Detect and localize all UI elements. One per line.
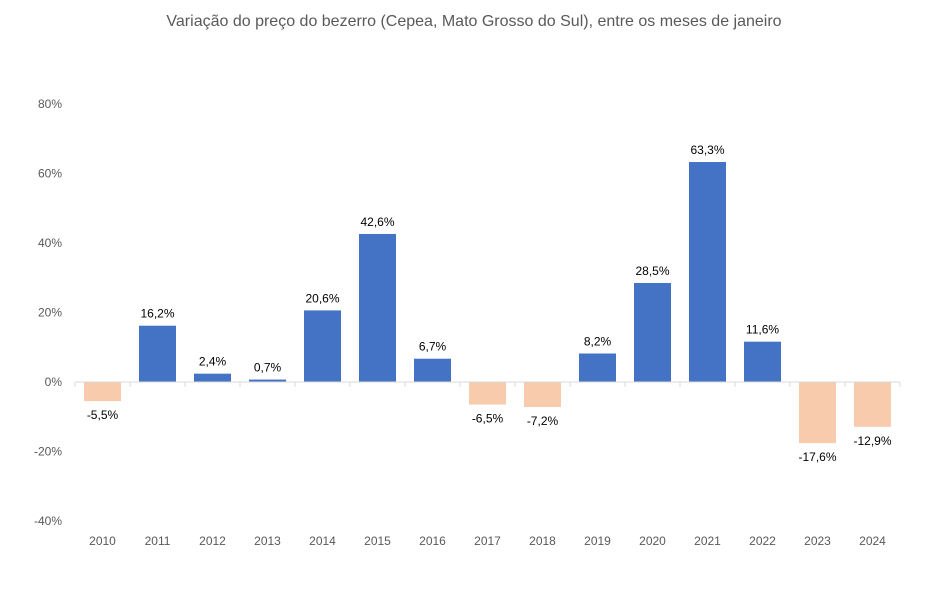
data-label-2018: -7,2% — [527, 414, 559, 428]
bar-2016 — [414, 358, 451, 382]
x-tick-label-2012: 2012 — [199, 534, 226, 548]
bar-2018 — [524, 382, 561, 408]
y-tick-label: -20% — [34, 445, 62, 459]
x-tick-label-2017: 2017 — [474, 534, 501, 548]
y-tick-label: 40% — [38, 236, 62, 250]
bar-2023 — [799, 382, 836, 444]
plot-area: -5,5% 16,2% 2,4% 0,7% 20,6% 42,6% 6,7% -6,5% -7,… — [84, 143, 892, 464]
data-label-2012: 2,4% — [199, 355, 227, 369]
bar-2020 — [634, 282, 671, 382]
y-tick-label: -40% — [34, 514, 62, 528]
bar-2017 — [469, 382, 506, 405]
x-tick-label-2013: 2013 — [254, 534, 281, 548]
bar-2011 — [139, 325, 176, 382]
bar-2010 — [84, 382, 121, 402]
data-label-2011: 16,2% — [140, 307, 174, 321]
x-tick-label-2015: 2015 — [364, 534, 391, 548]
y-axis: -40% -20% 0% 20% 40% 60% 80% — [34, 97, 62, 528]
data-label-2016: 6,7% — [419, 340, 447, 354]
x-axis: 2010 2011 2012 2013 2014 2015 2016 2017 2018 2019… — [74, 381, 901, 548]
bar-2012 — [194, 373, 231, 382]
y-tick-label: 60% — [38, 167, 62, 181]
data-label-2013: 0,7% — [254, 361, 282, 375]
chart-title: Variação do preço do bezerro (Cepea, Mat… — [166, 13, 781, 30]
y-tick-label: 80% — [38, 97, 62, 111]
data-label-2020: 28,5% — [635, 264, 669, 278]
data-label-2017: -6,5% — [472, 412, 504, 426]
data-label-2022: 11,6% — [746, 323, 779, 337]
y-tick-label: 0% — [45, 375, 63, 389]
x-tick-label-2022: 2022 — [749, 534, 776, 548]
bar-2013 — [249, 379, 286, 382]
x-tick-label-2011: 2011 — [145, 534, 171, 548]
bar-2014 — [304, 310, 341, 382]
x-tick-label-2014: 2014 — [309, 534, 336, 548]
bar-2021 — [689, 162, 726, 382]
bar-2024 — [854, 382, 891, 427]
x-tick-label-2020: 2020 — [639, 534, 666, 548]
data-label-2024: -12,9% — [853, 434, 891, 448]
bar-2022 — [744, 341, 781, 382]
bar-2019 — [579, 353, 616, 382]
data-label-2019: 8,2% — [584, 335, 612, 349]
data-label-2021: 63,3% — [690, 143, 724, 157]
x-tick-label-2024: 2024 — [859, 534, 886, 548]
x-tick-label-2019: 2019 — [584, 534, 611, 548]
data-label-2014: 20,6% — [305, 291, 339, 305]
x-tick-label-2021: 2021 — [694, 534, 721, 548]
data-label-2023: -17,6% — [798, 450, 836, 464]
x-tick-label-2023: 2023 — [804, 534, 831, 548]
bar-2015 — [359, 233, 396, 382]
y-tick-label: 20% — [38, 306, 62, 320]
x-tick-label-2018: 2018 — [529, 534, 556, 548]
x-tick-label-2016: 2016 — [419, 534, 446, 548]
data-label-2010: -5,5% — [87, 408, 119, 422]
data-label-2015: 42,6% — [360, 215, 394, 229]
x-tick-label-2010: 2010 — [89, 534, 116, 548]
